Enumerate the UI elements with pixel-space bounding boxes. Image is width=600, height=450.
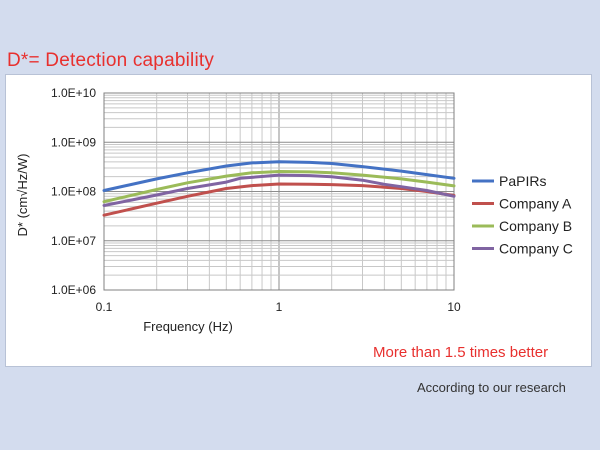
x-axis-ticks: 0.1 1 10 — [96, 300, 461, 314]
series-line-company-a — [102, 182, 456, 217]
x-tick-label: 1 — [276, 300, 283, 314]
series-line-company-c — [102, 173, 456, 207]
y-tick-label: 1.0E+07 — [51, 234, 96, 248]
y-axis-title: D* (cm√Hz/W) — [15, 154, 30, 237]
source-footnote: According to our research — [417, 380, 566, 395]
y-tick-label: 1.0E+08 — [51, 185, 96, 199]
chart-panel: 1.0E+06 1.0E+07 1.0E+08 1.0E+09 1.0E+10 0.1 1… — [5, 74, 592, 367]
series-line-papirs — [102, 160, 456, 192]
y-tick-label: 1.0E+06 — [51, 283, 96, 297]
slide-title: D*= Detection capability — [7, 50, 215, 71]
line-chart: 1.0E+061.0E+071.0E+081.0E+091.0E+10 0.1 1… — [15, 86, 573, 334]
y-tick-label: 1.0E+09 — [51, 135, 96, 149]
chart-legend: PaPIRs Company A Company B Company C — [472, 173, 573, 257]
legend-label-company-c: Company C — [499, 241, 573, 257]
legend-label-papirs: PaPIRs — [499, 173, 546, 189]
legend-label-company-a: Company A — [499, 196, 572, 212]
legend-label-company-b: Company B — [499, 218, 572, 234]
chart-grid — [103, 93, 454, 291]
y-tick-label: 1.0E+10 — [51, 86, 96, 100]
x-tick-label: 0.1 — [96, 300, 113, 314]
y-axis-ticks: 1.0E+06 1.0E+07 1.0E+08 1.0E+09 1.0E+10 — [51, 86, 96, 297]
series-line-company-b — [102, 170, 456, 204]
x-axis-title: Frequency (Hz) — [143, 319, 233, 334]
chart-series — [102, 160, 456, 217]
comparison-callout: More than 1.5 times better — [373, 344, 549, 361]
x-tick-label: 10 — [447, 300, 461, 314]
